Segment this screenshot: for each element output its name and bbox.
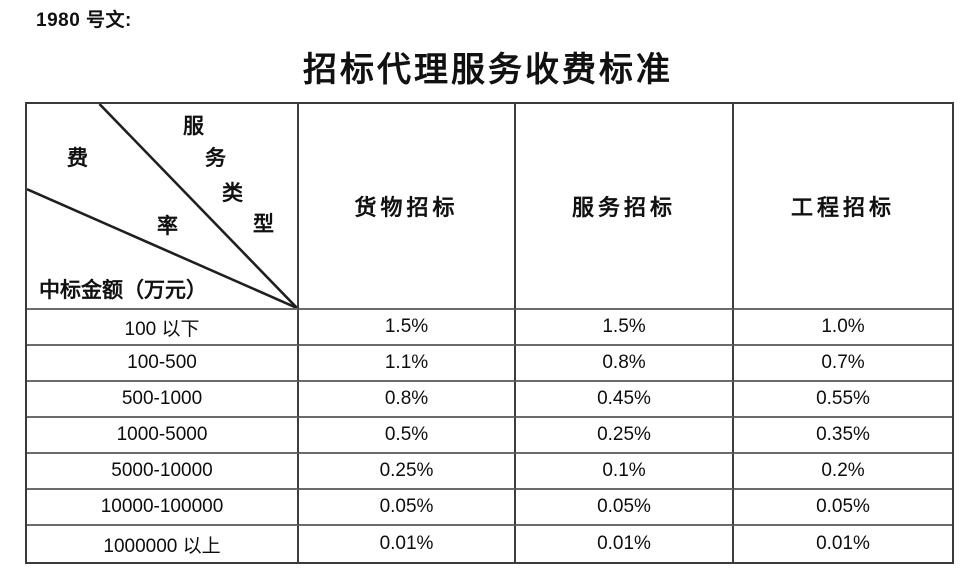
fee-value-cell: 0.55% [734, 382, 952, 418]
fee-value-cell: 0.01% [299, 526, 516, 562]
corner-char-service-type: 类 [222, 181, 243, 205]
fee-value-cell: 0.8% [516, 346, 734, 382]
table-row: 10000-100000 0.05% 0.05% 0.05% [27, 490, 952, 526]
row-amount-cell: 1000000 以上 [27, 526, 299, 562]
fee-value-cell: 0.01% [734, 526, 952, 562]
column-header-goods: 货物招标 [299, 104, 516, 310]
page-title: 招标代理服务收费标准 [303, 52, 673, 89]
row-amount-cell: 1000-5000 [27, 418, 299, 454]
fee-value-cell: 0.05% [299, 490, 516, 526]
fee-value-cell: 0.25% [299, 454, 516, 490]
diagonal-divider-lines [27, 104, 297, 308]
row-amount-cell: 10000-100000 [27, 490, 299, 526]
table-row: 100 以下 1.5% 1.5% 1.0% [27, 310, 952, 346]
column-header-services: 服务招标 [516, 104, 734, 310]
fee-value-cell: 0.01% [516, 526, 734, 562]
fee-value-cell: 0.05% [734, 490, 952, 526]
fee-value-cell: 0.5% [299, 418, 516, 454]
fee-value-cell: 0.8% [299, 382, 516, 418]
corner-char-service-type: 型 [253, 212, 274, 236]
column-header-works: 工程招标 [734, 104, 952, 310]
fee-table: 服 务 类 型 费 率 中标金额（万元） 货物招标 服务招标 工程招标 100 … [25, 102, 954, 564]
fee-value-cell: 1.5% [299, 310, 516, 346]
fee-value-cell: 0.45% [516, 382, 734, 418]
fee-value-cell: 1.5% [516, 310, 734, 346]
corner-char-service-type: 服 [183, 114, 204, 138]
fee-value-cell: 0.35% [734, 418, 952, 454]
doc-number: 1980 号文: [36, 10, 132, 31]
table-row: 500-1000 0.8% 0.45% 0.55% [27, 382, 952, 418]
fee-value-cell: 0.05% [516, 490, 734, 526]
fee-value-cell: 0.25% [516, 418, 734, 454]
corner-amount-label: 中标金额（万元） [39, 278, 207, 302]
corner-char-service-type: 务 [205, 146, 226, 170]
table-row: 1000-5000 0.5% 0.25% 0.35% [27, 418, 952, 454]
fee-value-cell: 1.0% [734, 310, 952, 346]
row-amount-cell: 500-1000 [27, 382, 299, 418]
row-amount-cell: 5000-10000 [27, 454, 299, 490]
corner-char-rate: 费 [67, 146, 88, 170]
fee-value-cell: 0.7% [734, 346, 952, 382]
row-amount-cell: 100-500 [27, 346, 299, 382]
table-row: 1000000 以上 0.01% 0.01% 0.01% [27, 526, 952, 562]
fee-value-cell: 1.1% [299, 346, 516, 382]
table-header-row: 服 务 类 型 费 率 中标金额（万元） 货物招标 服务招标 工程招标 [27, 104, 952, 310]
fee-value-cell: 0.2% [734, 454, 952, 490]
corner-header-cell: 服 务 类 型 费 率 中标金额（万元） [27, 104, 299, 310]
table-row: 5000-10000 0.25% 0.1% 0.2% [27, 454, 952, 490]
fee-value-cell: 0.1% [516, 454, 734, 490]
corner-char-rate: 率 [157, 214, 178, 238]
row-amount-cell: 100 以下 [27, 310, 299, 346]
table-row: 100-500 1.1% 0.8% 0.7% [27, 346, 952, 382]
